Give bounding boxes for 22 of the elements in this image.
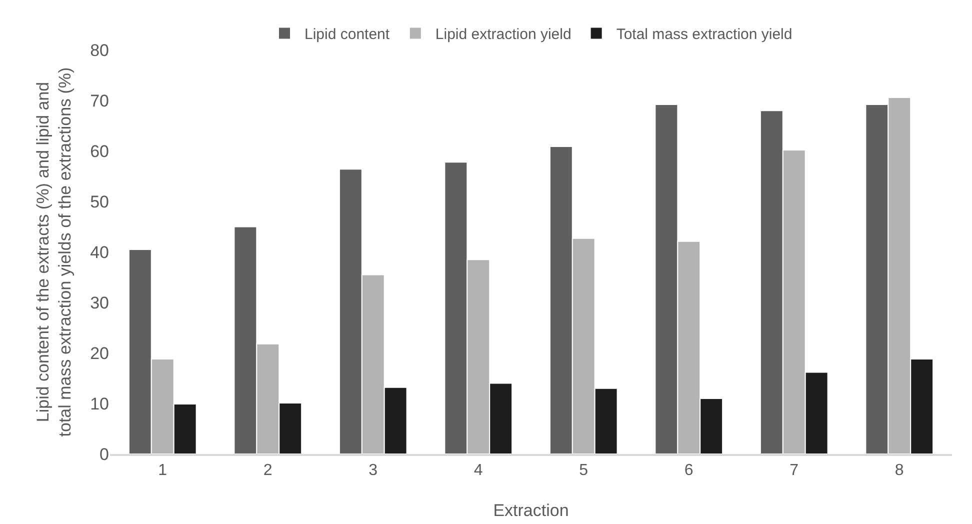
y-tick-label: 80 — [90, 40, 109, 60]
y-axis-title: Lipid content of the extracts (%) and lipid and total mass extraction yields of the extractions (%) — [34, 67, 75, 437]
y-tick-label: 70 — [90, 91, 109, 110]
x-tick-label: 5 — [579, 462, 588, 480]
y-tick-label: 10 — [90, 394, 109, 414]
legend-label: Total mass extraction yield — [616, 26, 792, 44]
y-tick-label: 60 — [90, 142, 109, 161]
legend-label: Lipid content — [304, 26, 390, 44]
x-tick-label: 7 — [790, 462, 799, 480]
x-axis-title: Extraction — [493, 501, 569, 520]
y-tick-label: 0 — [100, 444, 109, 464]
legend-label: Lipid extraction yield — [435, 26, 572, 44]
x-tick-label: 3 — [368, 462, 378, 480]
x-tick-label: 4 — [474, 462, 483, 480]
y-tick-label: 40 — [90, 242, 109, 262]
y-tick-label: 20 — [90, 344, 109, 363]
x-tick-label: 6 — [684, 462, 694, 480]
x-tick-label: 8 — [894, 462, 904, 480]
x-tick-label: 1 — [158, 462, 168, 480]
y-tick-label: 30 — [90, 293, 109, 312]
x-tick-label: 2 — [263, 462, 272, 480]
y-tick-label: 50 — [90, 192, 109, 212]
